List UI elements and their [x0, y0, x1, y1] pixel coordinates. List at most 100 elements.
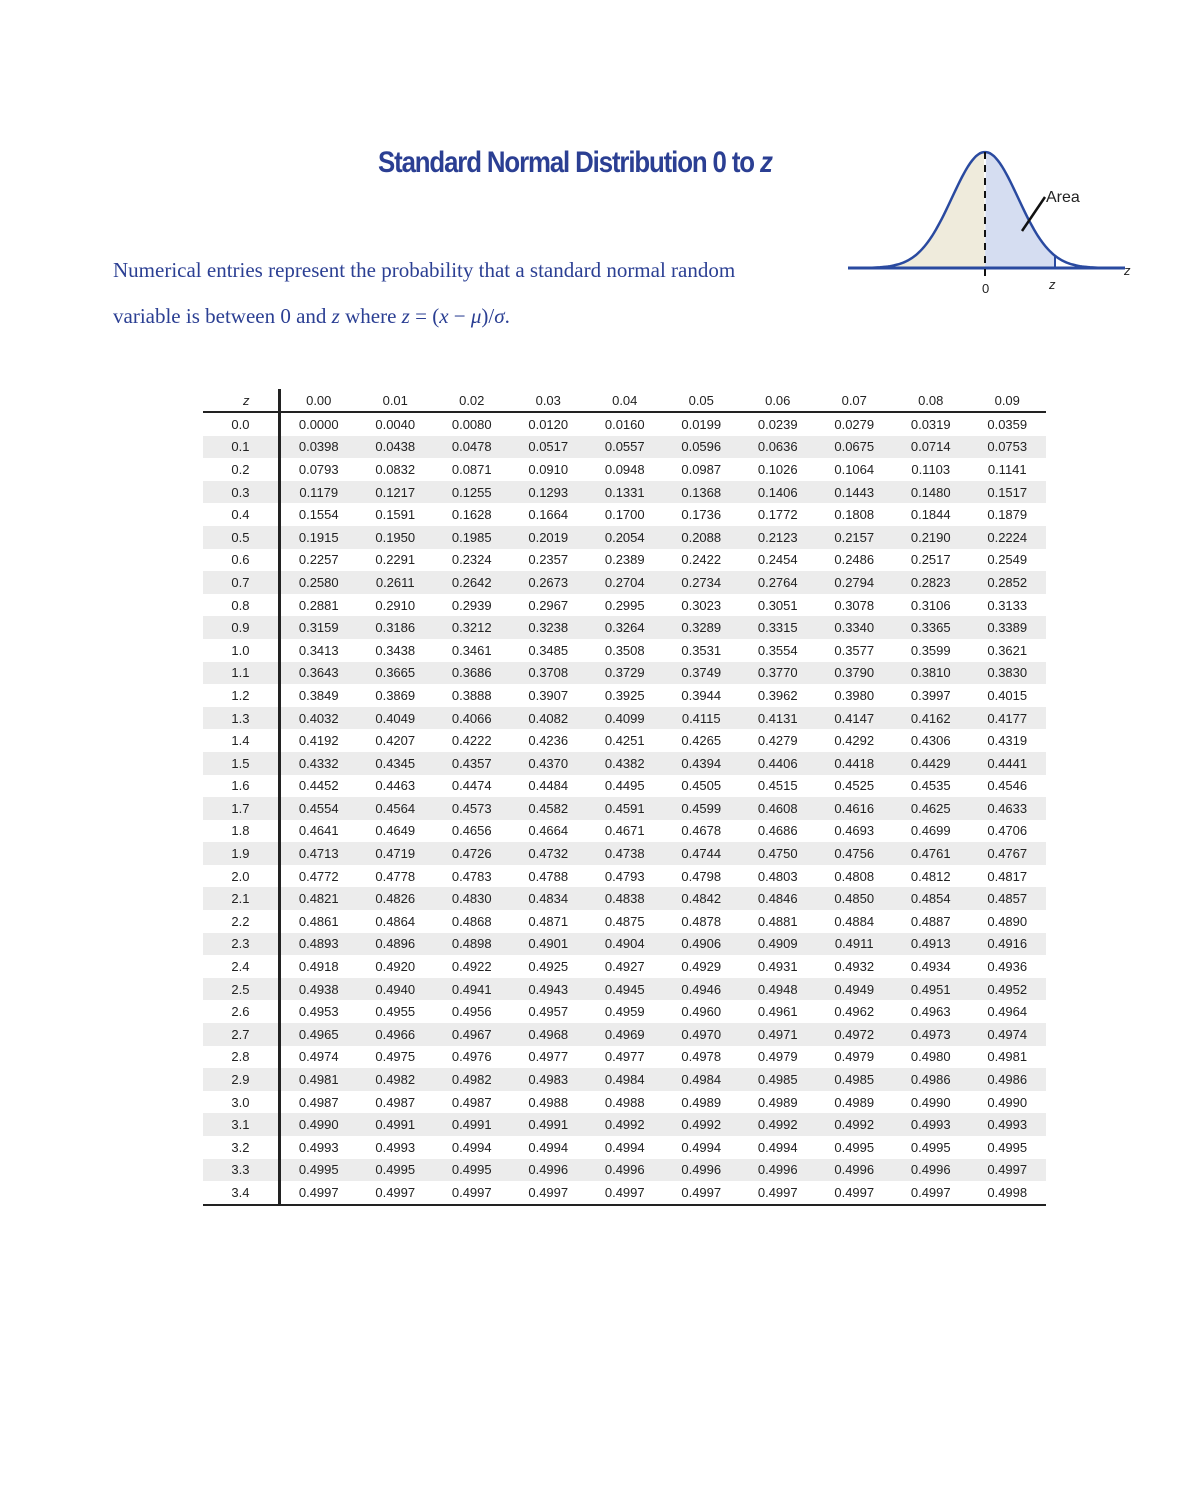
- probability-cell: 0.4971: [739, 1023, 816, 1046]
- probability-cell: 0.0319: [910, 416, 951, 432]
- table-row: 0.6 0.2257 0.2291 0.2324 0.2357 0.2389 0.2422 0…: [203, 548, 1046, 572]
- z-cell: 1.9: [203, 842, 281, 865]
- z-cell: 2.5: [203, 977, 281, 1001]
- probability-cell: 0.4890: [987, 913, 1028, 929]
- probability-cell: 0.4934: [910, 959, 951, 975]
- probability-cell: 0.4265: [681, 733, 722, 749]
- probability-cell: 0.4929: [681, 959, 722, 975]
- probability-cell: 0.4850: [816, 887, 893, 911]
- probability-cell: 0.4887: [910, 913, 951, 929]
- table-row: 0.7 0.2580 0.2611 0.2642 0.2673 0.2704 0.2734 0…: [203, 571, 1046, 594]
- probability-cell: 0.3749: [663, 661, 740, 685]
- probability-cell: 0.4474: [451, 778, 492, 794]
- probability-cell: 0.1591: [375, 507, 416, 523]
- z-cell: 3.3: [203, 1158, 281, 1182]
- probability-cell: 0.4997: [816, 1181, 893, 1206]
- probability-cell: 0.4994: [528, 1139, 569, 1155]
- probability-cell: 0.1664: [528, 507, 569, 523]
- probability-cell: 0.0279: [834, 416, 875, 432]
- probability-cell: 0.1554: [298, 507, 339, 523]
- probability-cell: 0.4996: [510, 1158, 587, 1182]
- probability-cell: 0.4990: [987, 1094, 1028, 1110]
- z-cell: 0.5: [203, 525, 281, 549]
- probability-cell: 0.3461: [451, 642, 492, 658]
- probability-cell: 0.4236: [528, 733, 569, 749]
- probability-cell: 0.1736: [681, 507, 722, 523]
- probability-cell: 0.4955: [375, 1004, 416, 1020]
- probability-cell: 0.4625: [892, 797, 969, 820]
- probability-cell: 0.4966: [357, 1023, 434, 1046]
- probability-cell: 0.2054: [586, 525, 663, 549]
- shaded-area: [985, 152, 1055, 268]
- z-table: z 0.00 0.01 0.02 0.03 0.04 0.05 0.06 0.07 0.08 0.0…: [203, 389, 1046, 1206]
- probability-cell: 0.4987: [298, 1094, 339, 1110]
- probability-cell: 0.4978: [681, 1049, 722, 1065]
- probability-cell: 0.4997: [357, 1181, 434, 1206]
- probability-cell: 0.4918: [298, 959, 339, 975]
- probability-cell: 0.1368: [663, 480, 740, 504]
- probability-cell: 0.4995: [433, 1158, 510, 1182]
- probability-cell: 0.4994: [681, 1139, 722, 1155]
- probability-cell: 0.4995: [357, 1158, 434, 1182]
- probability-cell: 0.4994: [604, 1139, 645, 1155]
- probability-cell: 0.4991: [433, 1113, 510, 1136]
- z-cell: 1.7: [203, 797, 281, 820]
- probability-cell: 0.3264: [586, 616, 663, 639]
- probability-cell: 0.3051: [757, 597, 798, 613]
- probability-cell: 0.4993: [298, 1139, 339, 1155]
- probability-cell: 0.4857: [969, 887, 1046, 911]
- probability-cell: 0.4989: [834, 1094, 875, 1110]
- probability-cell: 0.1700: [604, 507, 645, 523]
- probability-cell: 0.4994: [451, 1139, 492, 1155]
- probability-cell: 0.4984: [663, 1068, 740, 1091]
- column-header: 0.07: [816, 389, 893, 413]
- table-row: 2.3 0.4893 0.4896 0.4898 0.4901 0.4904 0.4906 0…: [203, 932, 1046, 956]
- table-row: 2.2 0.4861 0.4864 0.4868 0.4871 0.4875 0.4878 0…: [203, 910, 1046, 933]
- probability-cell: 0.1950: [357, 525, 434, 549]
- probability-cell: 0.4997: [433, 1181, 510, 1206]
- probability-cell: 0.2580: [279, 571, 357, 594]
- table-row: 0.4 0.1554 0.1591 0.1628 0.1664 0.1700 0.1736 0…: [203, 503, 1046, 526]
- z-cell: 0.4: [203, 503, 281, 526]
- table-row: 3.4 0.4997 0.4997 0.4997 0.4997 0.4997 0.4997 0…: [203, 1181, 1046, 1206]
- probability-cell: 0.4495: [604, 778, 645, 794]
- probability-cell: 0.4949: [816, 977, 893, 1001]
- probability-cell: 0.4998: [969, 1181, 1046, 1206]
- probability-cell: 0.3078: [834, 597, 875, 613]
- column-header: 0.09: [969, 389, 1046, 413]
- origin-label: 0: [982, 281, 989, 296]
- probability-cell: 0.4946: [663, 977, 740, 1001]
- table-row: 0.8 0.2881 0.2910 0.2939 0.2967 0.2995 0.3023 0…: [203, 593, 1046, 617]
- z-cell: 2.6: [203, 1000, 281, 1024]
- probability-cell: 0.4992: [739, 1113, 816, 1136]
- probability-cell: 0.0871: [451, 461, 492, 477]
- probability-cell: 0.4986: [969, 1068, 1046, 1091]
- probability-cell: 0.3980: [834, 687, 875, 703]
- probability-cell: 0.3686: [433, 661, 510, 685]
- probability-cell: 0.4693: [834, 823, 875, 839]
- probability-cell: 0.4370: [510, 751, 587, 775]
- probability-cell: 0.4995: [279, 1158, 357, 1182]
- z-cell: 2.8: [203, 1045, 281, 1069]
- z-cell: 1.5: [203, 751, 281, 775]
- probability-cell: 0.1026: [757, 461, 798, 477]
- description-text: −: [448, 304, 471, 328]
- probability-cell: 0.4452: [298, 778, 339, 794]
- probability-cell: 0.2389: [604, 552, 645, 568]
- probability-cell: 0.4970: [663, 1023, 740, 1046]
- probability-cell: 0.4319: [987, 733, 1028, 749]
- table-row: 3.3 0.4995 0.4995 0.4995 0.4996 0.4996 0.4996 0…: [203, 1158, 1046, 1182]
- probability-cell: 0.2291: [375, 552, 416, 568]
- table-row: 2.5 0.4938 0.4940 0.4941 0.4943 0.4945 0.4946 0…: [203, 977, 1046, 1001]
- probability-cell: 0.4996: [816, 1158, 893, 1182]
- z-cell: 0.0: [203, 412, 281, 436]
- table-row: 0.3 0.1179 0.1217 0.1255 0.1293 0.1331 0.1368 0…: [203, 480, 1046, 504]
- probability-cell: 0.4995: [910, 1139, 951, 1155]
- probability-cell: 0.2704: [586, 571, 663, 594]
- probability-cell: 0.4861: [298, 913, 339, 929]
- probability-cell: 0.1331: [586, 480, 663, 504]
- probability-cell: 0.4952: [969, 977, 1046, 1001]
- table-row: 1.3 0.4032 0.4049 0.4066 0.4082 0.4099 0.4115 0…: [203, 706, 1046, 730]
- probability-cell: 0.4922: [451, 959, 492, 975]
- probability-cell: 0.4898: [433, 932, 510, 956]
